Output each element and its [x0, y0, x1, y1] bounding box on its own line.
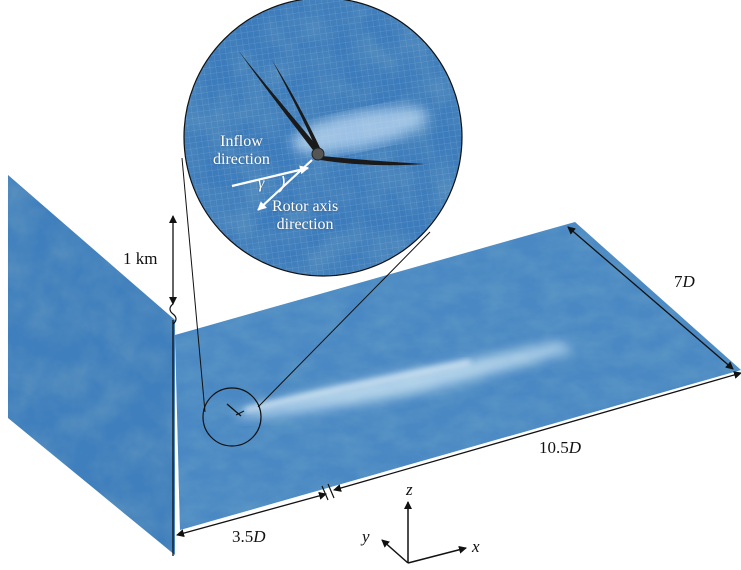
width-value: 7	[674, 272, 683, 291]
zoom-inset	[183, 0, 463, 277]
height-label: 1 km	[123, 249, 158, 268]
horizontal-slice-plane	[175, 222, 741, 530]
height-dimension	[169, 215, 177, 556]
upstream-label: 3.5D	[232, 527, 266, 547]
width-label: 7D	[674, 272, 695, 292]
length-dimension	[333, 371, 741, 492]
upstream-value: 3.5	[232, 527, 254, 546]
vertical-slice-plane	[8, 175, 175, 555]
inflow-direction-arrow	[231, 165, 309, 188]
coordinate-axes	[381, 501, 467, 564]
rotor-axis-label: Rotor axis direction	[272, 198, 339, 233]
inflow-direction-label: Inflow direction	[213, 133, 270, 168]
length-label: 10.5D	[539, 438, 581, 458]
turbine-location	[202, 387, 262, 447]
zoom-connector-right	[257, 231, 431, 408]
width-dimension	[567, 226, 734, 370]
yaw-angle-arc	[278, 175, 285, 193]
z-axis-label: z	[406, 480, 413, 499]
length-value: 10.5	[539, 438, 569, 457]
rotor-axis-arrow	[257, 159, 313, 211]
turbine-blades-icon	[238, 50, 425, 166]
x-axis-label: x	[472, 537, 480, 556]
y-axis-label: y	[362, 527, 370, 546]
upstream-dimension	[176, 492, 327, 537]
yaw-angle-label: γ	[258, 175, 265, 192]
upstream-unit: D	[253, 527, 266, 546]
width-unit: D	[682, 272, 695, 291]
length-unit: D	[568, 438, 582, 457]
zoom-connector-left	[181, 157, 206, 413]
